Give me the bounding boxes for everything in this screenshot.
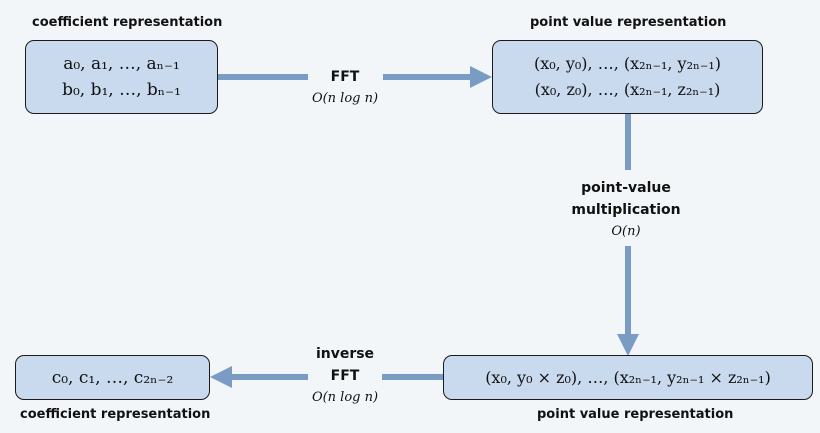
coeff-output-label: coefficient representation [20,407,211,422]
fft-edge-label: FFT O(n log n) [312,66,378,110]
point-value-input-line-z: (x₀, z₀), …, (x₂ₙ₋₁, z₂ₙ₋₁) [534,80,721,99]
point-value-input-label: point value representation [530,15,727,30]
fft-title: FFT [330,69,360,85]
coeff-input-line-b: b₀, b₁, …, bₙ₋₁ [62,80,181,100]
multiply-arrowhead [617,334,639,356]
point-value-input-line-y: (x₀, y₀), …, (x₂ₙ₋₁, y₂ₙ₋₁) [534,54,721,73]
coeff-output-line: c₀, c₁, …, c₂ₙ₋₂ [51,367,174,388]
multiply-title-line2: multiplication [571,202,681,218]
inverse-fft-arrowhead [210,366,232,388]
inverse-fft-edge-label: inverse FFT O(n log n) [312,343,378,409]
coeff-input-label: coefficient representation [32,15,223,30]
point-value-product-line: (x₀, y₀ × z₀), …, (x₂ₙ₋₁, y₂ₙ₋₁ × z₂ₙ₋₁) [485,367,771,387]
inverse-fft-complexity: O(n log n) [311,390,379,405]
inverse-fft-title-line1: inverse [315,346,375,362]
fft-complexity: O(n log n) [311,91,379,106]
inverse-fft-title-line2: FFT [330,368,360,384]
point-value-product-box: (x₀, y₀ × z₀), …, (x₂ₙ₋₁, y₂ₙ₋₁ × z₂ₙ₋₁) [443,355,813,400]
point-value-input-box: (x₀, y₀), …, (x₂ₙ₋₁, y₂ₙ₋₁) (x₀, z₀), …,… [492,40,763,114]
coeff-input-box: a₀, a₁, …, aₙ₋₁ b₀, b₁, …, bₙ₋₁ [25,40,218,114]
fft-arrowhead [470,66,492,88]
coeff-output-box: c₀, c₁, …, c₂ₙ₋₂ [15,355,210,400]
multiply-edge-label: point-value multiplication O(n) [571,177,680,243]
multiply-title-line1: point-value [581,180,671,196]
coeff-input-line-a: a₀, a₁, …, aₙ₋₁ [63,54,180,74]
multiply-complexity: O(n) [611,224,641,239]
point-value-product-label: point value representation [537,407,734,422]
